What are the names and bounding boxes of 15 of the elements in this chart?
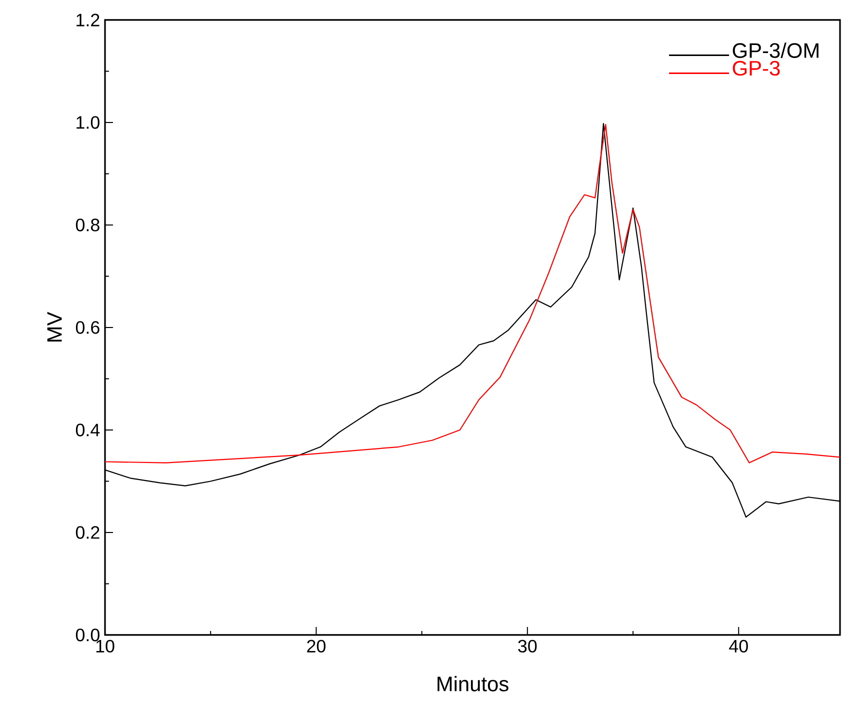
x-tick-label: 10: [96, 640, 114, 653]
y-tick-label: 0.6: [76, 321, 100, 334]
y-axis-title: MV: [47, 312, 62, 342]
legend-label: GP-3: [732, 60, 780, 76]
y-tick-label: 0.2: [76, 526, 100, 539]
x-tick-label: 40: [729, 640, 748, 653]
x-tick-label: 30: [518, 640, 537, 653]
y-tick-label: 1.0: [76, 116, 100, 129]
y-tick-label: 0.0: [76, 628, 100, 642]
x-axis-title: Minutos: [438, 676, 508, 692]
y-tick-label: 0.8: [76, 218, 100, 232]
y-tick-label: 1.2: [76, 14, 100, 26]
legend-label: GP-3/OM: [732, 42, 818, 58]
x-tick-label: 20: [307, 640, 326, 653]
y-tick-label: 0.4: [76, 424, 100, 436]
